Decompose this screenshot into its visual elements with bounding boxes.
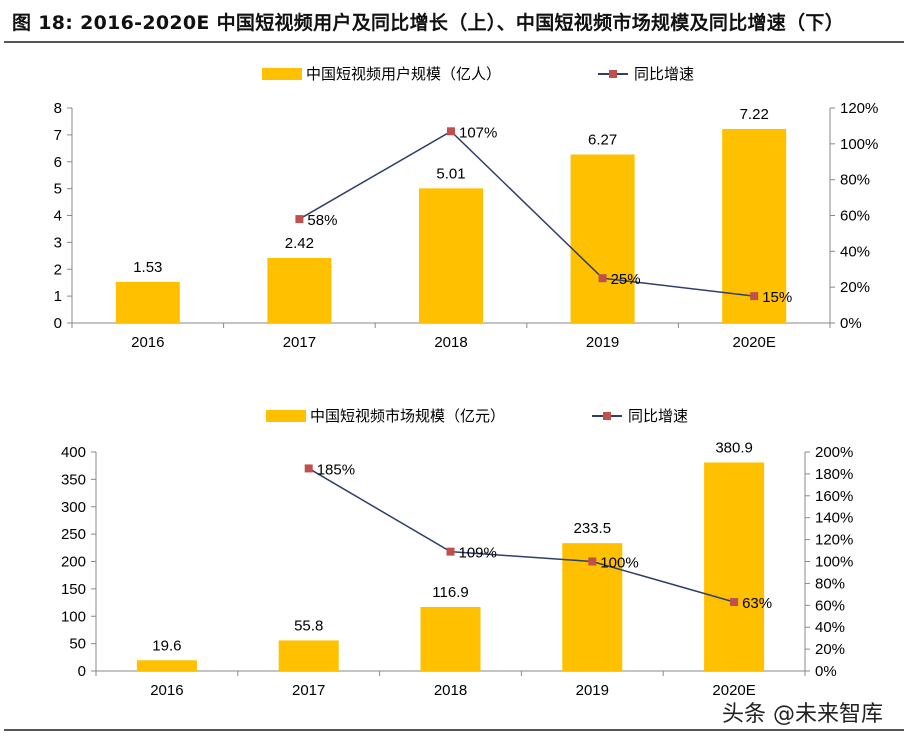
bar bbox=[115, 281, 180, 323]
x-tick-label: 2019 bbox=[576, 682, 609, 699]
bar-data-label: 116.9 bbox=[432, 584, 468, 601]
top-divider bbox=[4, 41, 904, 43]
left-tick-label: 150 bbox=[61, 581, 86, 598]
bar bbox=[704, 462, 765, 671]
growth-data-label: 58% bbox=[307, 212, 337, 229]
right-tick-label: 0% bbox=[840, 315, 862, 332]
x-tick-label: 2016 bbox=[150, 682, 183, 699]
growth-data-label: 185% bbox=[317, 461, 355, 478]
right-tick-label: 200% bbox=[815, 444, 853, 461]
bar bbox=[419, 188, 483, 323]
right-tick-label: 80% bbox=[840, 172, 870, 189]
growth-data-label: 15% bbox=[762, 289, 792, 306]
x-tick-label: 2017 bbox=[283, 334, 316, 351]
right-tick-label: 60% bbox=[815, 597, 845, 614]
growth-line bbox=[299, 130, 755, 297]
left-tick-label: 1 bbox=[54, 288, 62, 305]
x-tick-label: 2019 bbox=[586, 334, 619, 351]
left-tick-label: 4 bbox=[54, 208, 62, 225]
growth-marker bbox=[295, 215, 304, 224]
legend-bar-label: 中国短视频用户规模（亿人） bbox=[306, 66, 501, 83]
right-tick-label: 40% bbox=[840, 243, 870, 260]
figure-title: 图 18: 2016-2020E 中国短视频用户及同比增长（上）、中国短视频市场… bbox=[12, 12, 845, 34]
legend-line-marker bbox=[603, 412, 611, 420]
right-tick-label: 120% bbox=[840, 100, 878, 117]
right-tick-label: 20% bbox=[815, 641, 845, 658]
user-scale-chart: 中国短视频用户规模（亿人） 同比增速0123456780%20%40%60%80%… bbox=[54, 66, 879, 351]
market-scale-chart: 中国短视频市场规模（亿元） 同比增速 0 50 100 150 200 250 300 350 40… bbox=[61, 408, 853, 699]
growth-line bbox=[308, 467, 735, 603]
bar-data-label: 380.9 bbox=[715, 439, 753, 456]
right-tick-label: 80% bbox=[815, 575, 845, 592]
right-tick-label: 0% bbox=[815, 663, 837, 680]
left-tick-label: 50 bbox=[69, 636, 86, 653]
bottom-divider bbox=[4, 729, 904, 731]
bar-data-label: 7.22 bbox=[740, 106, 769, 123]
x-tick-label: 2018 bbox=[434, 682, 467, 699]
legend-bar-swatch bbox=[262, 68, 302, 80]
legend-line-label: 同比增速 bbox=[628, 408, 688, 425]
bar bbox=[570, 154, 635, 323]
left-tick-label: 0 bbox=[78, 663, 86, 680]
right-tick-label: 40% bbox=[815, 619, 845, 636]
right-tick-label: 20% bbox=[840, 279, 870, 296]
left-tick-label: 7 bbox=[54, 127, 62, 144]
bar bbox=[420, 606, 481, 671]
growth-marker bbox=[730, 598, 739, 607]
growth-marker bbox=[447, 127, 455, 136]
legend-line-label: 同比增速 bbox=[634, 66, 694, 83]
bar-data-label: 2.42 bbox=[285, 235, 314, 252]
legend-bar-swatch bbox=[266, 410, 306, 422]
growth-data-label: 63% bbox=[742, 595, 772, 612]
right-tick-label: 180% bbox=[815, 466, 853, 483]
left-tick-label: 3 bbox=[54, 234, 62, 251]
right-tick-label: 160% bbox=[815, 488, 853, 505]
right-tick-label: 100% bbox=[815, 554, 853, 571]
right-tick-label: 100% bbox=[840, 136, 878, 153]
left-tick-label: 200 bbox=[61, 554, 86, 571]
growth-marker bbox=[598, 274, 607, 283]
x-tick-label: 2018 bbox=[434, 334, 467, 351]
growth-marker bbox=[588, 557, 597, 566]
growth-marker bbox=[446, 547, 455, 556]
right-tick-label: 60% bbox=[840, 208, 870, 225]
left-tick-label: 2 bbox=[54, 261, 62, 278]
left-tick-label: 0 bbox=[54, 315, 62, 332]
right-tick-label: 140% bbox=[815, 510, 853, 527]
watermark: 头条 @未来智库 bbox=[722, 702, 883, 727]
x-tick-label: 2020E bbox=[733, 334, 776, 351]
bar-data-label: 5.01 bbox=[436, 165, 465, 182]
bar-data-label: 55.8 bbox=[294, 617, 323, 634]
left-tick-label: 350 bbox=[61, 471, 86, 488]
bar bbox=[722, 128, 787, 323]
x-tick-label: 2020E bbox=[712, 682, 755, 699]
right-tick-label: 120% bbox=[815, 532, 853, 549]
legend-bar-label: 中国短视频市场规模（亿元） bbox=[310, 408, 505, 425]
growth-marker bbox=[304, 464, 313, 473]
left-tick-label: 8 bbox=[54, 100, 62, 117]
bar-data-label: 6.27 bbox=[588, 131, 617, 148]
left-tick-label: 250 bbox=[61, 526, 86, 543]
left-tick-label: 400 bbox=[61, 444, 86, 461]
growth-data-label: 100% bbox=[600, 555, 638, 572]
bar-data-label: 1.53 bbox=[133, 259, 162, 276]
left-tick-label: 6 bbox=[54, 154, 62, 171]
left-tick-label: 300 bbox=[61, 499, 86, 516]
left-tick-label: 100 bbox=[61, 608, 86, 625]
growth-data-label: 25% bbox=[611, 271, 641, 288]
legend-line-marker bbox=[609, 70, 617, 78]
x-tick-label: 2017 bbox=[292, 682, 325, 699]
x-tick-label: 2016 bbox=[131, 334, 164, 351]
growth-marker bbox=[750, 292, 759, 301]
left-tick-label: 5 bbox=[54, 181, 62, 198]
bar bbox=[278, 640, 339, 671]
growth-data-label: 109% bbox=[459, 545, 497, 562]
bar bbox=[267, 257, 332, 323]
bar-data-label: 233.5 bbox=[574, 520, 612, 537]
bar-data-label: 19.6 bbox=[152, 637, 181, 654]
growth-data-label: 107% bbox=[459, 124, 497, 141]
bar bbox=[136, 660, 197, 671]
